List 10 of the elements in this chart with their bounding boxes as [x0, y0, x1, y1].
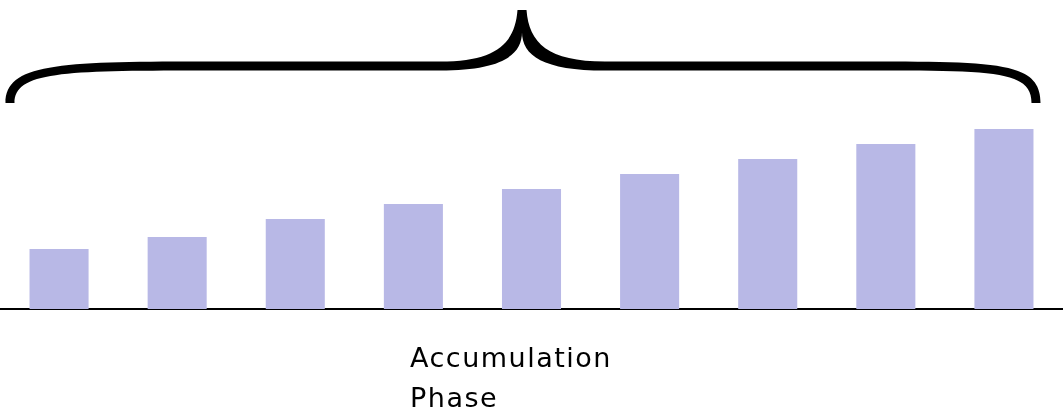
bar — [383, 204, 443, 309]
bar — [974, 129, 1034, 309]
bar — [147, 237, 207, 309]
bar — [856, 143, 916, 309]
bar — [738, 159, 798, 309]
bar — [265, 219, 325, 309]
bar — [501, 188, 562, 309]
bar — [29, 249, 89, 309]
x-axis-title: Accumulation Phase — [410, 341, 612, 413]
bar — [620, 174, 680, 309]
